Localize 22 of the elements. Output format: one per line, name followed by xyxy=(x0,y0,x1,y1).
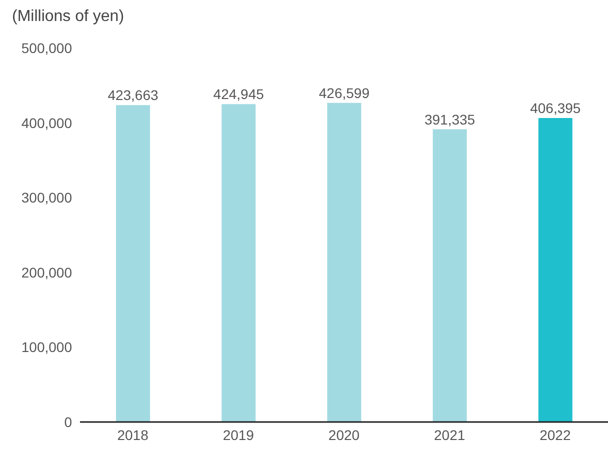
bar xyxy=(432,129,467,422)
data-label: 424,945 xyxy=(213,86,264,102)
data-label: 423,663 xyxy=(108,87,159,104)
y-tick-label: 0 xyxy=(64,414,72,430)
bar xyxy=(327,102,362,422)
x-tick-label: 2021 xyxy=(434,426,466,443)
x-tick-label: 2020 xyxy=(328,426,360,443)
y-tick-label: 500,000 xyxy=(21,40,72,56)
data-label: 391,335 xyxy=(424,111,476,128)
x-tick-label: 2019 xyxy=(222,426,254,443)
y-tick-label: 400,000 xyxy=(21,114,72,131)
bar xyxy=(222,104,256,422)
y-axis-title: (Millions of yen) xyxy=(12,8,124,26)
y-tick-label: 100,000 xyxy=(21,339,72,356)
x-tick-label: 2018 xyxy=(117,426,149,443)
y-tick-label: 300,000 xyxy=(21,190,72,206)
bar xyxy=(116,105,150,422)
y-tick-label: 200,000 xyxy=(21,264,72,280)
x-tick-label: 2022 xyxy=(540,426,571,443)
bar xyxy=(538,118,572,422)
data-label: 426,599 xyxy=(318,84,370,101)
data-label: 406,395 xyxy=(530,100,581,116)
